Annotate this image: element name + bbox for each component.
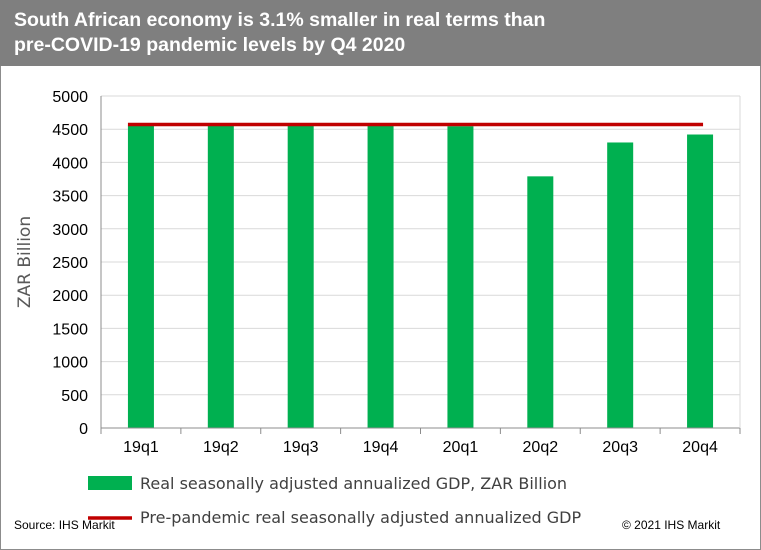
gridlines [101,95,740,396]
y-tick-label: 2000 [52,288,88,305]
title-bar: South African economy is 3.1% smaller in… [0,0,761,66]
y-tick-label: 5000 [52,89,88,106]
legend-label-gdp: Real seasonally adjusted annualized GDP,… [140,474,568,493]
x-tick-label: 20q1 [443,439,479,456]
y-axis-label: ZAR Billion [15,216,35,308]
y-tick-labels: 0 500 1000 1500 2000 2500 3000 3500 4000 4500 5000 [52,89,88,438]
x-tick-labels: 19q1 19q2 19q3 19q4 20q1 20q2 20q3 20q4 [123,439,718,456]
y-tick-label: 4500 [52,122,88,139]
x-tick-label: 20q4 [682,439,718,456]
bar-series [127,123,714,429]
bar [607,142,634,429]
x-tick-label: 20q3 [602,439,638,456]
x-tick-label: 19q3 [283,439,319,456]
y-tick-label: 1500 [52,321,88,338]
bar [207,123,234,428]
y-tick-label: 2500 [52,255,88,272]
y-tick-label: 500 [61,388,88,405]
y-tick-label: 4000 [52,155,88,172]
x-tick-label: 19q1 [123,439,159,456]
y-tick-label: 1000 [52,355,88,372]
y-tick-label: 0 [79,421,88,438]
x-tick-label: 19q4 [363,439,399,456]
bar [127,125,154,428]
source-note: Source: IHS Markit [14,518,115,532]
x-tick-label: 19q2 [203,439,239,456]
bar [367,125,394,428]
x-tick-label: 20q2 [523,439,559,456]
legend-swatch-gdp [88,476,132,490]
chart-title: South African economy is 3.1% smaller in… [14,9,546,56]
bar [527,176,554,428]
legend-marks [88,476,132,520]
legend-label-pre-pandemic: Pre-pandemic real seasonally adjusted an… [140,508,582,527]
bar [687,134,714,428]
y-tick-label: 3500 [52,189,88,206]
axes [100,96,741,434]
bar [287,124,314,428]
y-tick-label: 3000 [52,222,88,239]
bar [447,126,474,428]
copyright-note: © 2021 IHS Markit [622,518,721,532]
